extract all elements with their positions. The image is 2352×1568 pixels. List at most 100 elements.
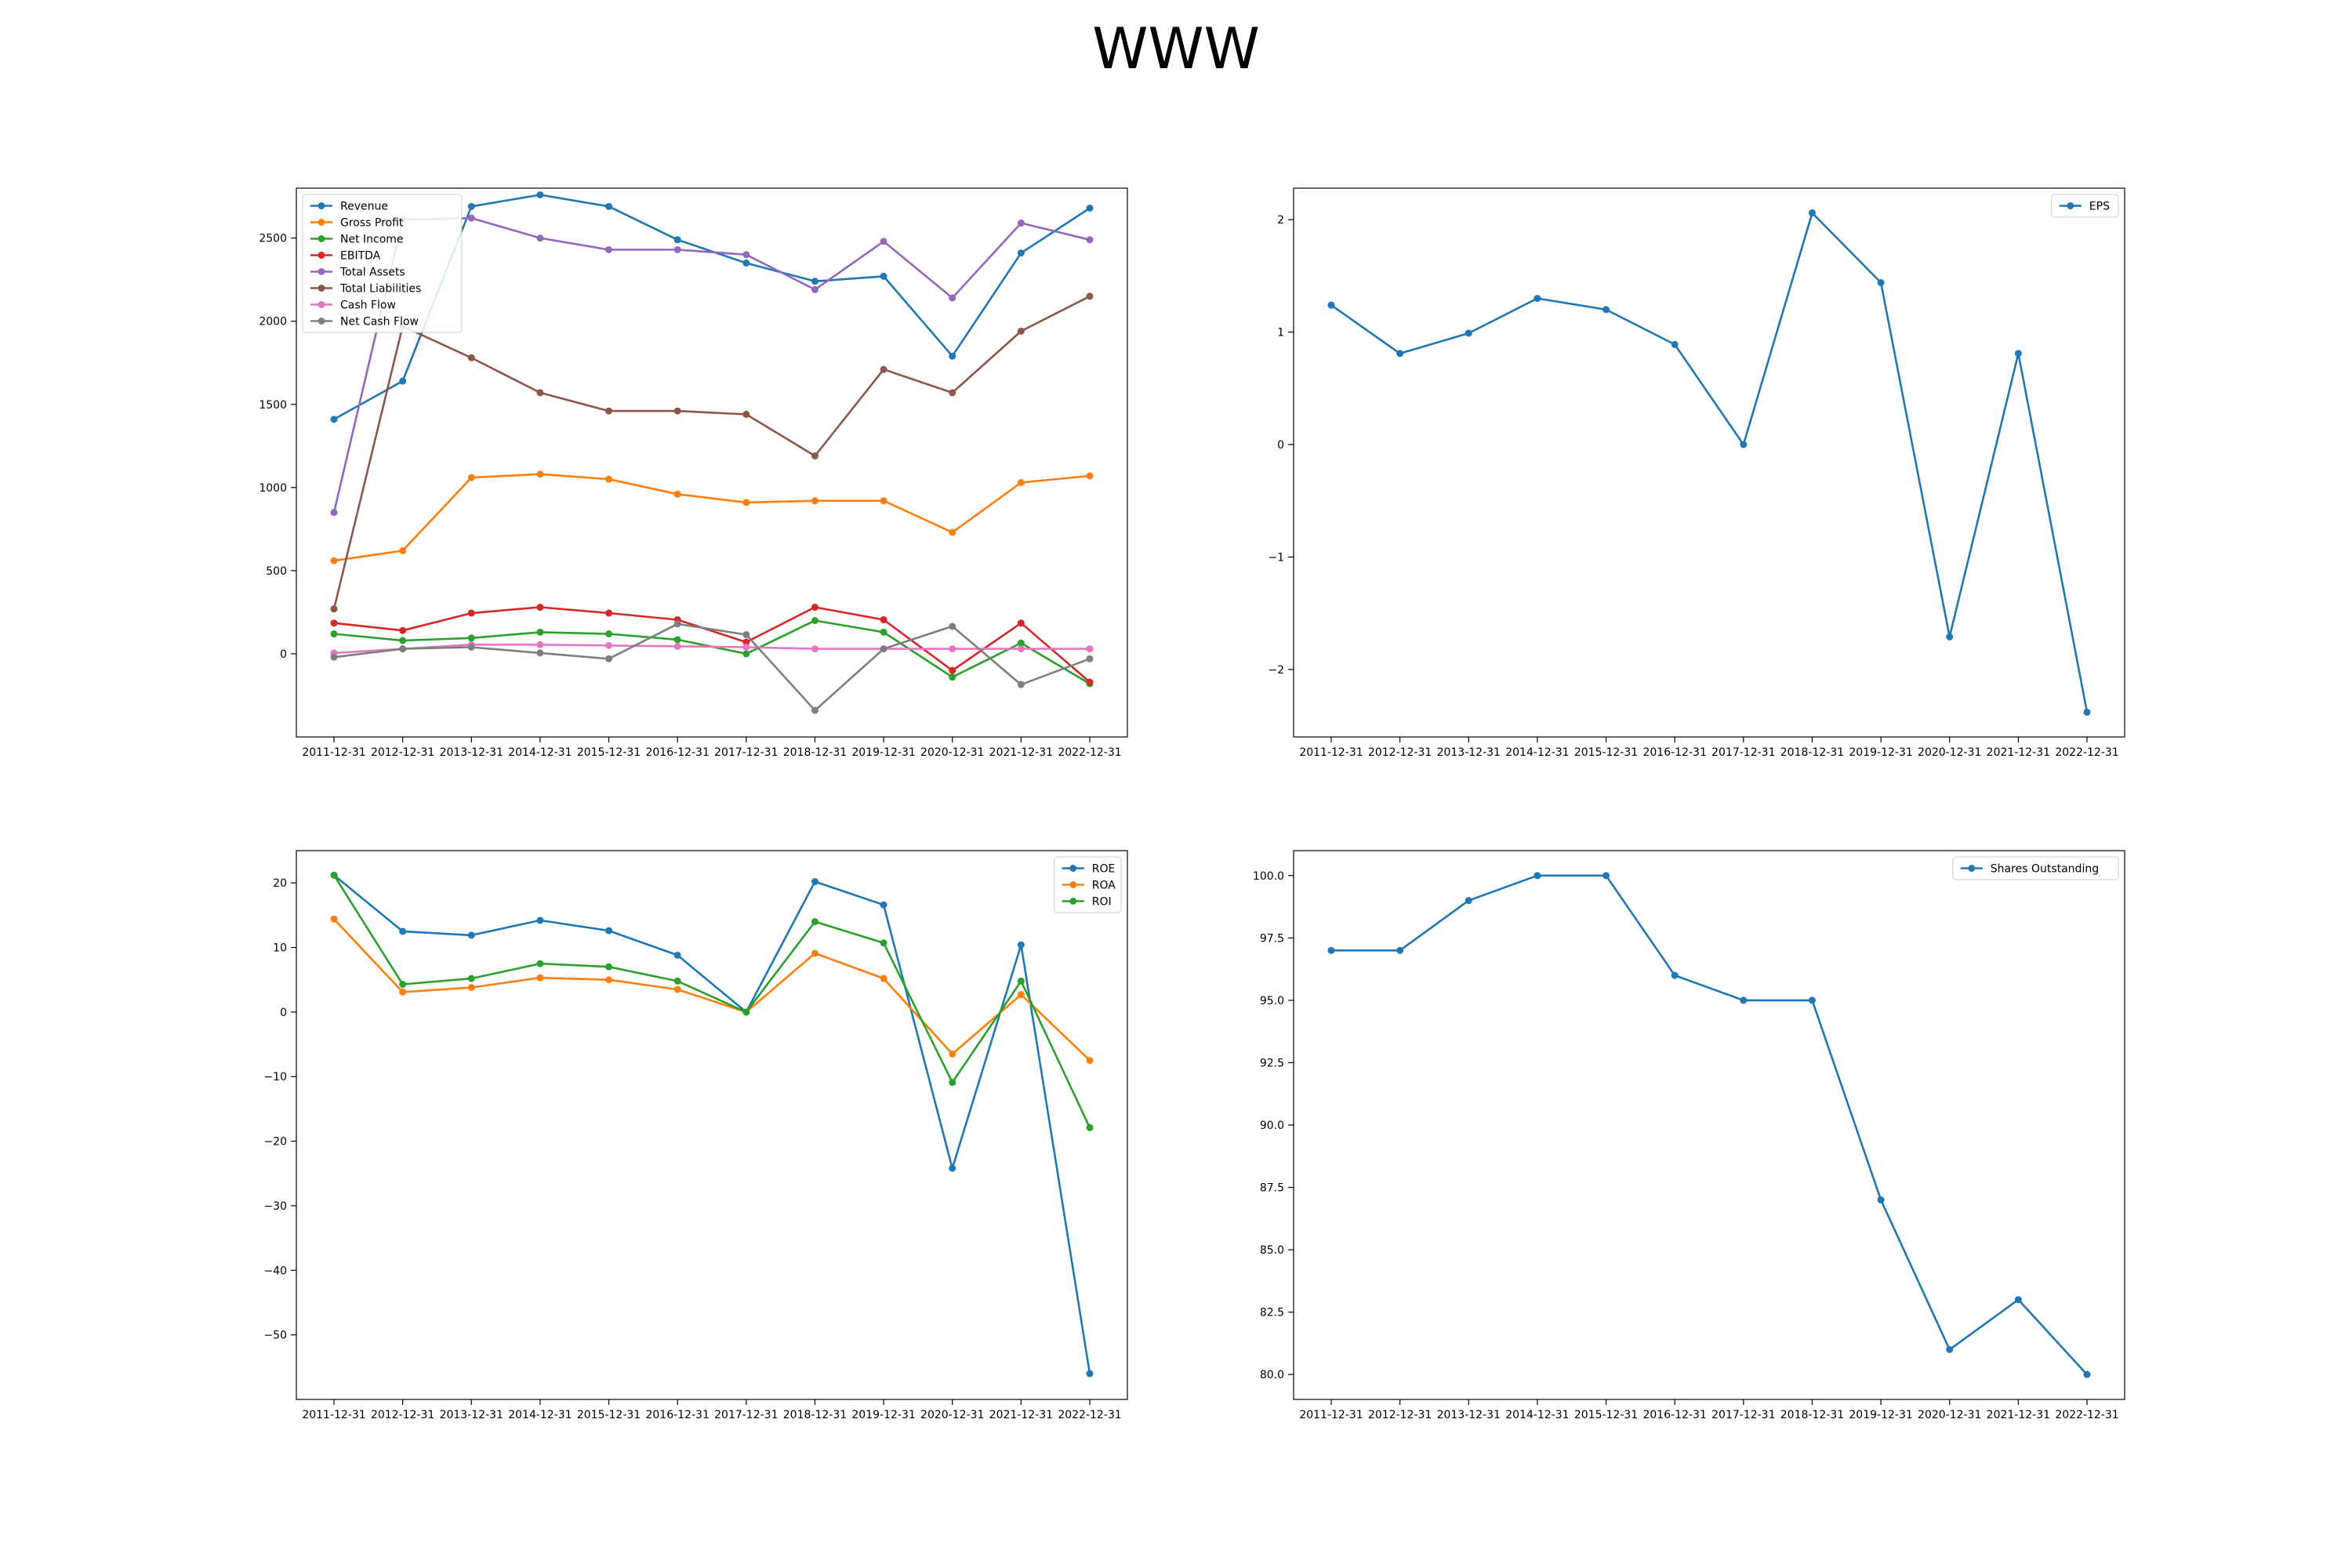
financials-point-total-assets — [949, 294, 956, 302]
eps-point-eps — [1740, 441, 1748, 448]
returns-point-roi — [1017, 977, 1025, 985]
financials-point-net-cash-flow — [467, 643, 475, 651]
shares-xtick-label: 2022-12-31 — [2055, 1409, 2118, 1421]
returns-point-roi — [467, 975, 475, 982]
financials-point-total-assets — [880, 238, 887, 245]
financials-point-net-cash-flow — [880, 645, 887, 653]
returns-xtick-label: 2021-12-31 — [989, 1409, 1053, 1421]
shares-point-shares-outstanding — [1534, 872, 1541, 880]
financials-point-gross-profit — [1086, 472, 1094, 480]
returns-ytick-label: −40 — [263, 1265, 287, 1277]
financials-point-net-cash-flow — [1086, 655, 1094, 662]
returns-point-roa — [330, 915, 338, 923]
eps-legend-label-eps: EPS — [2089, 201, 2110, 213]
eps-xtick-label: 2016-12-31 — [1642, 746, 1706, 759]
returns-series-line-roi — [332, 874, 1091, 1128]
returns-ytick-label: −30 — [263, 1200, 287, 1213]
returns-point-roi — [399, 980, 407, 988]
shares-point-shares-outstanding — [1877, 1196, 1885, 1203]
shares-series-line-shares-outstanding — [1331, 874, 2088, 1376]
financials-xtick-label: 2021-12-31 — [989, 746, 1053, 759]
eps-xtick-label: 2013-12-31 — [1437, 746, 1501, 759]
eps-point-eps — [1946, 633, 1954, 641]
financials-point-revenue — [536, 191, 544, 198]
financials-point-cash-flow — [742, 643, 750, 651]
returns-legend-marker-roe — [1069, 865, 1077, 872]
returns-point-roa — [880, 975, 887, 982]
financials-point-ebitda — [742, 638, 750, 646]
financials-point-cash-flow — [536, 641, 544, 648]
returns-legend-marker-roa — [1069, 881, 1077, 888]
financials-series-line-cash-flow — [333, 643, 1090, 655]
eps-point-eps — [1808, 209, 1816, 217]
financials-point-gross-profit — [673, 490, 681, 498]
financials-point-cash-flow — [1086, 645, 1094, 653]
financials-point-ebitda — [949, 666, 956, 674]
financials-point-cash-flow — [949, 645, 956, 653]
shares-point-shares-outstanding — [1396, 946, 1404, 954]
eps-xtick-label: 2017-12-31 — [1711, 746, 1775, 759]
financials-xtick-label: 2018-12-31 — [783, 746, 847, 759]
financials-ytick-label: 1500 — [259, 399, 287, 412]
financials-legend-marker-net-cash-flow — [318, 318, 325, 325]
shares-ytick-label: 92.5 — [1260, 1057, 1284, 1069]
financials-point-net-cash-flow — [949, 622, 956, 630]
financials-legend-box — [302, 194, 463, 333]
returns-point-roi — [742, 1008, 750, 1016]
financials-point-net-income — [811, 617, 818, 625]
financials-point-gross-profit — [399, 546, 407, 554]
financials-point-total-liabilities — [880, 365, 887, 373]
financials-point-cash-flow — [673, 642, 681, 650]
financials-point-revenue — [1086, 204, 1094, 212]
eps-legend-box — [2051, 194, 2119, 218]
financials-point-total-assets — [742, 251, 750, 259]
shares-xtick-label: 2020-12-31 — [1918, 1409, 1981, 1421]
returns-series-line-roa — [333, 918, 1091, 1062]
financials-point-revenue — [673, 236, 681, 244]
returns-point-roe — [399, 927, 407, 935]
financials-point-ebitda — [811, 604, 818, 612]
eps-xtick-label: 2014-12-31 — [1505, 746, 1569, 759]
financials-point-total-liabilities — [673, 407, 681, 415]
financials-point-ebitda — [1086, 678, 1094, 686]
returns-point-roe — [673, 951, 681, 959]
eps-point-eps — [1534, 295, 1541, 303]
financials-point-total-liabilities — [742, 410, 750, 418]
returns-point-roa — [1086, 1057, 1094, 1065]
returns-point-roa — [399, 988, 407, 996]
financials-point-total-liabilities — [1017, 327, 1025, 335]
financials-point-net-income — [467, 634, 475, 642]
financials-point-net-cash-flow — [1017, 681, 1025, 688]
financials-point-net-cash-flow — [536, 649, 544, 657]
financials-point-total-assets — [811, 285, 818, 293]
financials-xtick-label: 2020-12-31 — [920, 746, 984, 759]
financials-point-revenue — [467, 202, 475, 210]
returns-point-roa — [536, 974, 544, 982]
shares-ytick-label: 95.0 — [1260, 995, 1284, 1007]
financials-point-total-assets — [1086, 236, 1094, 244]
shares-legend: Shares Outstanding — [1952, 856, 2119, 880]
financials-point-net-income — [330, 630, 338, 637]
returns-xtick-label: 2014-12-31 — [508, 1409, 572, 1421]
returns-point-roi — [880, 939, 887, 947]
financials-point-revenue — [949, 352, 956, 360]
returns-ytick-label: 0 — [280, 1007, 287, 1019]
returns-point-roe — [467, 931, 475, 939]
returns-xtick-label: 2015-12-31 — [577, 1409, 641, 1421]
financials-point-ebitda — [1017, 619, 1025, 627]
eps-series-line-eps — [1330, 212, 2089, 713]
financials-point-gross-profit — [880, 497, 887, 505]
financials-point-total-assets — [536, 234, 544, 242]
financials-point-gross-profit — [605, 475, 613, 483]
returns-xtick-label: 2012-12-31 — [371, 1409, 434, 1421]
financials-point-total-assets — [605, 245, 613, 253]
shares-point-shares-outstanding — [1327, 946, 1335, 954]
financials-point-total-assets — [330, 509, 338, 517]
returns-legend-label-roi: ROI — [1092, 896, 1112, 909]
financials-legend-marker-total-liabilities — [318, 285, 325, 292]
returns-xtick-label: 2020-12-31 — [920, 1409, 984, 1421]
returns-ytick-label: −50 — [263, 1330, 287, 1342]
shares-legend-box — [1952, 856, 2119, 880]
financials-point-ebitda — [880, 615, 887, 623]
returns-xtick-label: 2016-12-31 — [645, 1409, 709, 1421]
